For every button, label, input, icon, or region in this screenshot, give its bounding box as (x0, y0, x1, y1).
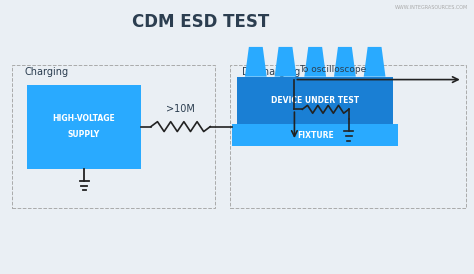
Text: FIXTURE: FIXTURE (297, 130, 334, 139)
Bar (230, 65, 465, 208)
Text: DEVICE UNDER TEST: DEVICE UNDER TEST (271, 96, 359, 105)
Text: CDM ESD TEST: CDM ESD TEST (132, 13, 269, 31)
Bar (237, 77, 393, 124)
Text: Discharging: Discharging (242, 67, 300, 77)
Bar (12, 65, 215, 208)
Bar (232, 124, 398, 146)
Polygon shape (334, 47, 356, 77)
Text: SUPPLY: SUPPLY (68, 130, 100, 139)
Polygon shape (364, 47, 385, 77)
Text: HIGH-VOLTAGE: HIGH-VOLTAGE (53, 114, 116, 123)
Text: >10M: >10M (166, 104, 195, 114)
Text: Charging: Charging (24, 67, 68, 77)
Text: WWW.INTEGRASOURCES.COM: WWW.INTEGRASOURCES.COM (394, 5, 468, 10)
Polygon shape (245, 47, 267, 77)
Text: To oscilloscope: To oscilloscope (300, 65, 366, 74)
Bar (27, 85, 141, 169)
Polygon shape (304, 47, 326, 77)
Polygon shape (274, 47, 296, 77)
